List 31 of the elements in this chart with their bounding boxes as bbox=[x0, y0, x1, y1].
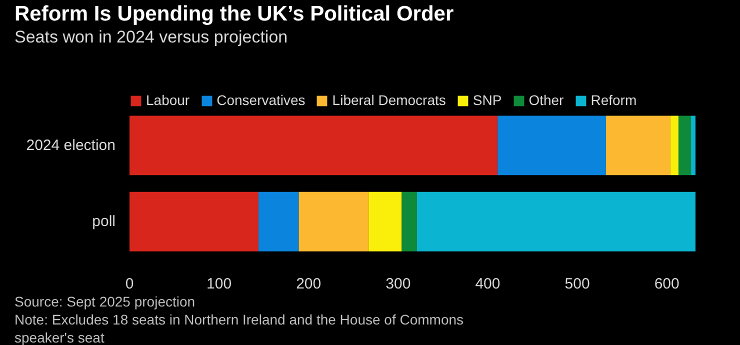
legend-label: Liberal Democrats bbox=[332, 92, 446, 108]
text: Note: Excludes 18 seats in Northern Ireland and the House of Commons bbox=[14, 312, 464, 328]
x-tick-label: 0 bbox=[125, 276, 134, 292]
bar bbox=[130, 192, 258, 252]
legend-label: SNP bbox=[472, 92, 502, 108]
legend-label: Labour bbox=[146, 92, 190, 108]
y-tick-label: poll bbox=[92, 213, 116, 230]
x-tick-label: 200 bbox=[296, 276, 322, 292]
bar bbox=[402, 192, 417, 252]
x-tick-label: 300 bbox=[386, 276, 411, 292]
bar bbox=[606, 116, 670, 176]
x-tick-label: 400 bbox=[475, 276, 500, 292]
chart-title: Reform Is Upending the UK’s Political Order bbox=[14, 2, 454, 26]
bar bbox=[368, 192, 402, 252]
x-tick-label: 100 bbox=[206, 276, 232, 292]
bar bbox=[670, 116, 678, 176]
bar bbox=[678, 116, 692, 176]
chart-subtitle: Seats won in 2024 versus projection bbox=[14, 28, 288, 46]
bar bbox=[416, 192, 696, 252]
source-note: Source: Sept 2025 projection bbox=[14, 294, 196, 310]
bar bbox=[498, 116, 606, 176]
legend-label: Reform bbox=[590, 92, 637, 108]
bar bbox=[130, 116, 498, 176]
bar bbox=[691, 116, 696, 176]
legend-label: Other bbox=[528, 92, 564, 108]
y-tick-label: 2024 election bbox=[26, 136, 116, 154]
x-tick-label: 500 bbox=[564, 276, 590, 292]
bar bbox=[258, 192, 299, 252]
x-tick-label: 600 bbox=[654, 276, 680, 292]
legend-label: Conservatives bbox=[216, 92, 306, 108]
bar bbox=[298, 192, 369, 252]
